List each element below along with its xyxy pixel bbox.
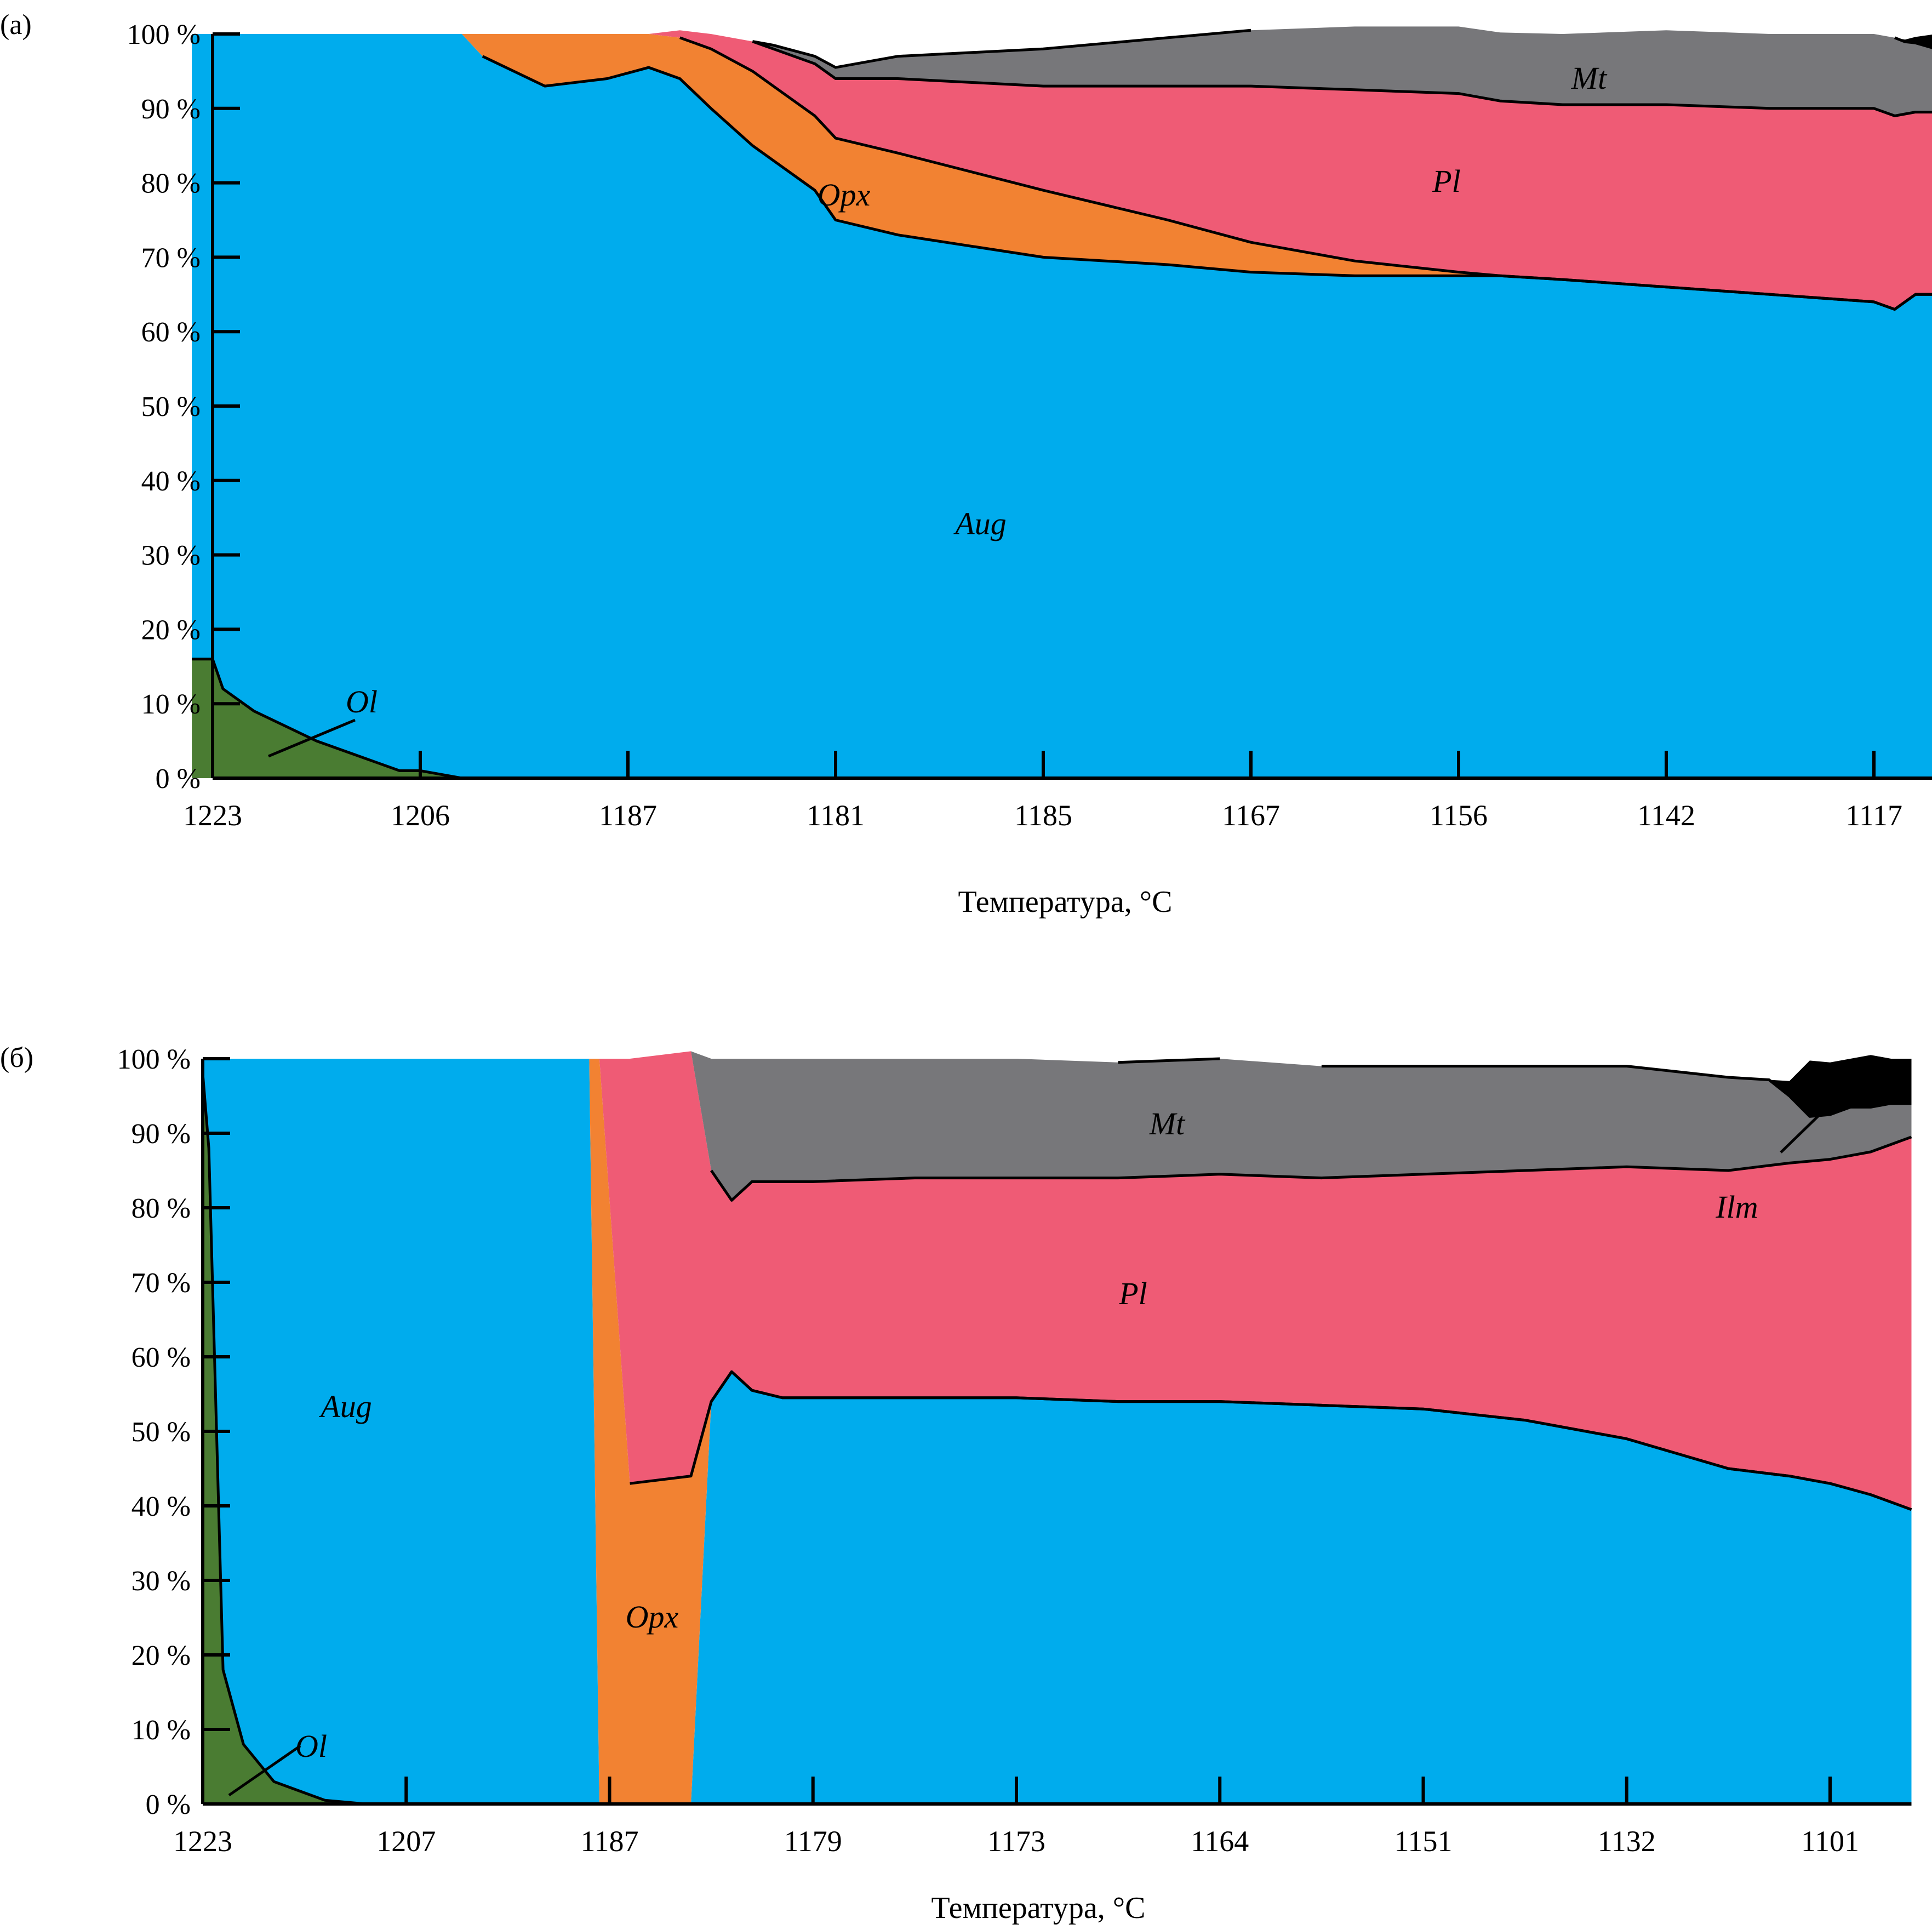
- x-axis-title: Температура, °C: [958, 885, 1173, 919]
- axes: 0 % 10 % 20 % 30 % 40 % 50 % 60 % 70 % 80 % 90 % 1…: [127, 19, 1932, 832]
- y-tick-label: 10 %: [141, 689, 201, 720]
- y-tick-label: 50 %: [132, 1417, 191, 1448]
- y-tick-label: 20 %: [141, 614, 201, 646]
- y-tick-label: 60 %: [132, 1342, 191, 1373]
- layer-boundaries: [192, 28, 1932, 780]
- series-label-opx: Opx: [818, 177, 871, 213]
- x-tick-label: 1132: [1598, 1825, 1656, 1858]
- series-labels: Ol Aug Opx Pl Mt: [268, 60, 1608, 758]
- x-axis-title: Температура, °C: [931, 1891, 1146, 1925]
- series-label-ol: Ol: [295, 1728, 327, 1764]
- boundary-line: [630, 1370, 1912, 1511]
- series-label-aug: Aug: [953, 506, 1006, 541]
- chart-panel-a: 0 % 10 % 20 % 30 % 40 % 50 % 60 % 70 % 80 % 90 % 1…: [0, 9, 1932, 919]
- y-tick-label: 0 %: [146, 1789, 191, 1820]
- y-tick-label: 30 %: [141, 540, 201, 572]
- boundary-line: [752, 28, 1932, 69]
- boundary-line: [752, 40, 1932, 117]
- series-labels: Ol Aug Opx Pl Mt Ilm: [228, 1106, 1819, 1797]
- area-aug: [192, 34, 1932, 778]
- y-tick-label: 90 %: [141, 94, 201, 125]
- x-tick-label: 1101: [1801, 1825, 1859, 1858]
- layer-boundaries: [201, 1057, 1912, 1806]
- y-tick-label: 40 %: [141, 466, 201, 497]
- series-label-opx: Opx: [626, 1599, 679, 1635]
- area-layers: [203, 1051, 1912, 1804]
- x-tick-label: 1167: [1222, 799, 1280, 832]
- area-opx: [192, 34, 1932, 310]
- y-tick-label: 50 %: [141, 391, 201, 422]
- x-tick-label: 1223: [183, 799, 242, 832]
- boundary-line: [1118, 1057, 1912, 1118]
- area-ol: [192, 659, 1932, 778]
- boundary-line: [679, 36, 1932, 311]
- area-pl: [203, 1051, 1912, 1510]
- boundary-line: [192, 658, 462, 780]
- x-tick-label: 1181: [807, 799, 865, 832]
- series-label-pl: Pl: [1432, 163, 1461, 199]
- x-tick-label: 1187: [599, 799, 657, 832]
- series-label-aug: Aug: [318, 1389, 371, 1424]
- y-tick-label: 70 %: [141, 242, 201, 273]
- y-tick-label: 80 %: [141, 168, 201, 199]
- x-tick-label: 1164: [1191, 1825, 1249, 1858]
- area-mt: [203, 1051, 1912, 1201]
- area-layers: [192, 26, 1932, 778]
- x-tick-label: 1173: [987, 1825, 1045, 1858]
- leader-line-ol: [268, 718, 356, 758]
- series-label-pl: Pl: [1118, 1276, 1147, 1311]
- series-label-ilm: Ilm: [1715, 1189, 1758, 1225]
- series-label-mt: Mt: [1571, 60, 1608, 96]
- x-tick-label: 1223: [173, 1825, 232, 1858]
- boundary-line: [710, 1135, 1912, 1202]
- chart-panel-b: 0 % 10 % 20 % 30 % 40 % 50 % 60 % 70 % 80 % 90 % 1…: [0, 1042, 1912, 1925]
- x-tick-label: 1156: [1430, 799, 1488, 832]
- x-tick-label: 1142: [1637, 799, 1695, 832]
- y-tick-label: 0 %: [156, 763, 201, 795]
- area-opx: [203, 1059, 1912, 1804]
- x-tick-label: 1185: [1014, 799, 1072, 832]
- x-tick-label: 1117: [1845, 799, 1902, 832]
- x-tick-label: 1187: [581, 1825, 639, 1858]
- y-tick-label: 90 %: [132, 1118, 191, 1150]
- y-tick-label: 20 %: [132, 1640, 191, 1671]
- y-tick-label: 30 %: [132, 1566, 191, 1597]
- leader-line-ol: [228, 1744, 301, 1797]
- y-tick-label: 80 %: [132, 1193, 191, 1224]
- axes: 0 % 10 % 20 % 30 % 40 % 50 % 60 % 70 % 80 % 90 % 1…: [117, 1044, 1912, 1858]
- y-tick-label: 60 %: [141, 317, 201, 348]
- panel-label: (б): [0, 1042, 33, 1074]
- series-label-mt: Mt: [1149, 1106, 1186, 1141]
- area-aug: [203, 1059, 1912, 1804]
- y-tick-label: 100 %: [127, 19, 201, 50]
- area-pl: [192, 30, 1932, 310]
- y-tick-label: 10 %: [132, 1715, 191, 1746]
- y-tick-label: 100 %: [117, 1044, 191, 1075]
- x-tick-label: 1206: [391, 799, 450, 832]
- y-tick-label: 70 %: [132, 1267, 191, 1299]
- x-tick-label: 1179: [784, 1825, 842, 1858]
- panel-label: (а): [0, 9, 32, 41]
- boundary-line: [201, 1073, 366, 1806]
- y-tick-label: 40 %: [132, 1491, 191, 1522]
- x-tick-label: 1151: [1394, 1825, 1453, 1858]
- x-tick-label: 1207: [376, 1825, 436, 1858]
- series-label-ol: Ol: [346, 684, 378, 720]
- leader-line-ilm: [1780, 1115, 1819, 1154]
- area-mt: [192, 26, 1932, 116]
